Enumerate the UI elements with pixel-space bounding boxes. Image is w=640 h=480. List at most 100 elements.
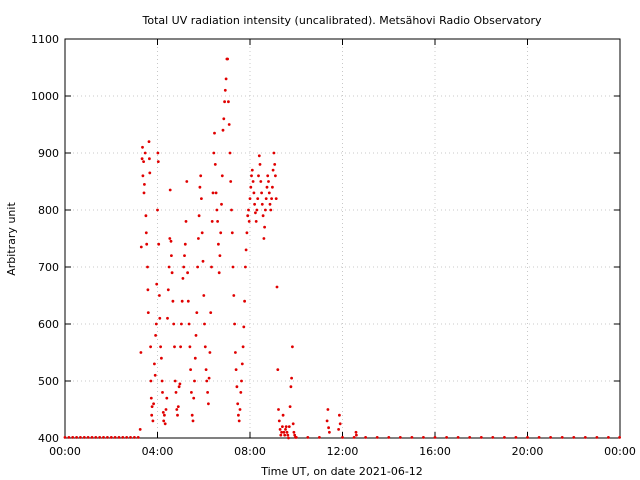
data-point [263,225,266,229]
data-point [160,356,163,360]
data-point [375,436,379,439]
data-point [155,282,159,286]
data-point [168,188,172,192]
data-point [157,242,161,246]
data-point [422,436,425,439]
data-point [156,208,159,212]
data-point [163,422,167,426]
data-point [177,385,181,389]
x-tick-label: 12:00 [327,445,359,458]
data-point [193,356,197,360]
data-point [184,220,188,223]
data-point [189,368,193,371]
data-point [338,422,342,426]
data-point [234,368,238,371]
x-tick-label: 16:00 [419,445,451,458]
data-point [514,436,518,439]
data-point [289,385,293,389]
data-point [197,237,200,240]
data-point [150,413,154,417]
data-point [186,271,190,275]
data-point [165,396,169,400]
data-point [223,88,227,92]
data-point [227,123,231,126]
data-point [146,265,149,269]
data-point [197,214,201,218]
data-point [270,197,273,201]
data-point [560,436,564,439]
data-point [176,413,179,417]
data-point [257,154,261,158]
data-point [277,419,281,423]
data-point [232,294,236,297]
data-point [260,191,263,195]
data-point [190,391,193,394]
data-point [156,151,160,155]
data-point [149,345,153,349]
data-point [138,428,142,431]
data-point [198,185,202,189]
data-point [169,239,173,243]
data-point [269,208,273,212]
y-tick-label: 900 [38,147,59,160]
data-point [142,160,146,164]
data-point [240,362,244,366]
data-point [537,436,541,439]
data-point [151,419,155,423]
data-point [154,334,158,337]
data-point [238,408,242,411]
data-point [292,430,296,434]
data-point [163,413,166,417]
data-point [178,382,182,386]
data-point [278,428,282,431]
x-tick-label: 04:00 [142,445,174,458]
data-point [90,436,94,439]
y-tick-label: 800 [38,204,59,217]
data-point [257,174,260,178]
data-point [274,197,278,201]
data-point [279,433,283,437]
data-point [194,334,198,337]
data-point [328,430,331,434]
data-point [153,362,156,366]
data-point [170,271,174,275]
data-point [364,436,367,439]
data-point [252,191,256,195]
data-point [162,419,166,423]
data-point [246,214,250,218]
data-point [273,163,277,166]
data-point [247,208,250,212]
data-point [294,436,298,439]
data-points [63,57,621,440]
data-point [211,191,215,195]
data-point [144,231,148,235]
data-point [241,345,245,349]
data-point [281,413,285,417]
data-point [102,436,105,439]
data-point [261,214,265,218]
data-point [160,379,164,383]
data-point [283,433,287,437]
y-tick-label: 600 [38,318,59,331]
data-point [287,436,290,440]
data-point [193,379,196,383]
data-point [398,436,402,439]
data-point [618,436,621,439]
data-point [258,163,262,166]
data-point [243,299,247,303]
y-tick-label: 500 [38,375,59,388]
data-point [221,128,225,132]
data-point [94,436,98,439]
data-point [284,428,287,431]
data-point [318,436,321,439]
data-point [212,151,216,155]
data-point [240,379,243,383]
data-point [109,436,113,439]
data-point [239,391,243,394]
data-point [338,413,341,417]
data-point [265,185,269,189]
data-point [200,197,203,201]
data-point [183,242,187,246]
data-point [229,180,233,183]
data-point [159,345,163,349]
